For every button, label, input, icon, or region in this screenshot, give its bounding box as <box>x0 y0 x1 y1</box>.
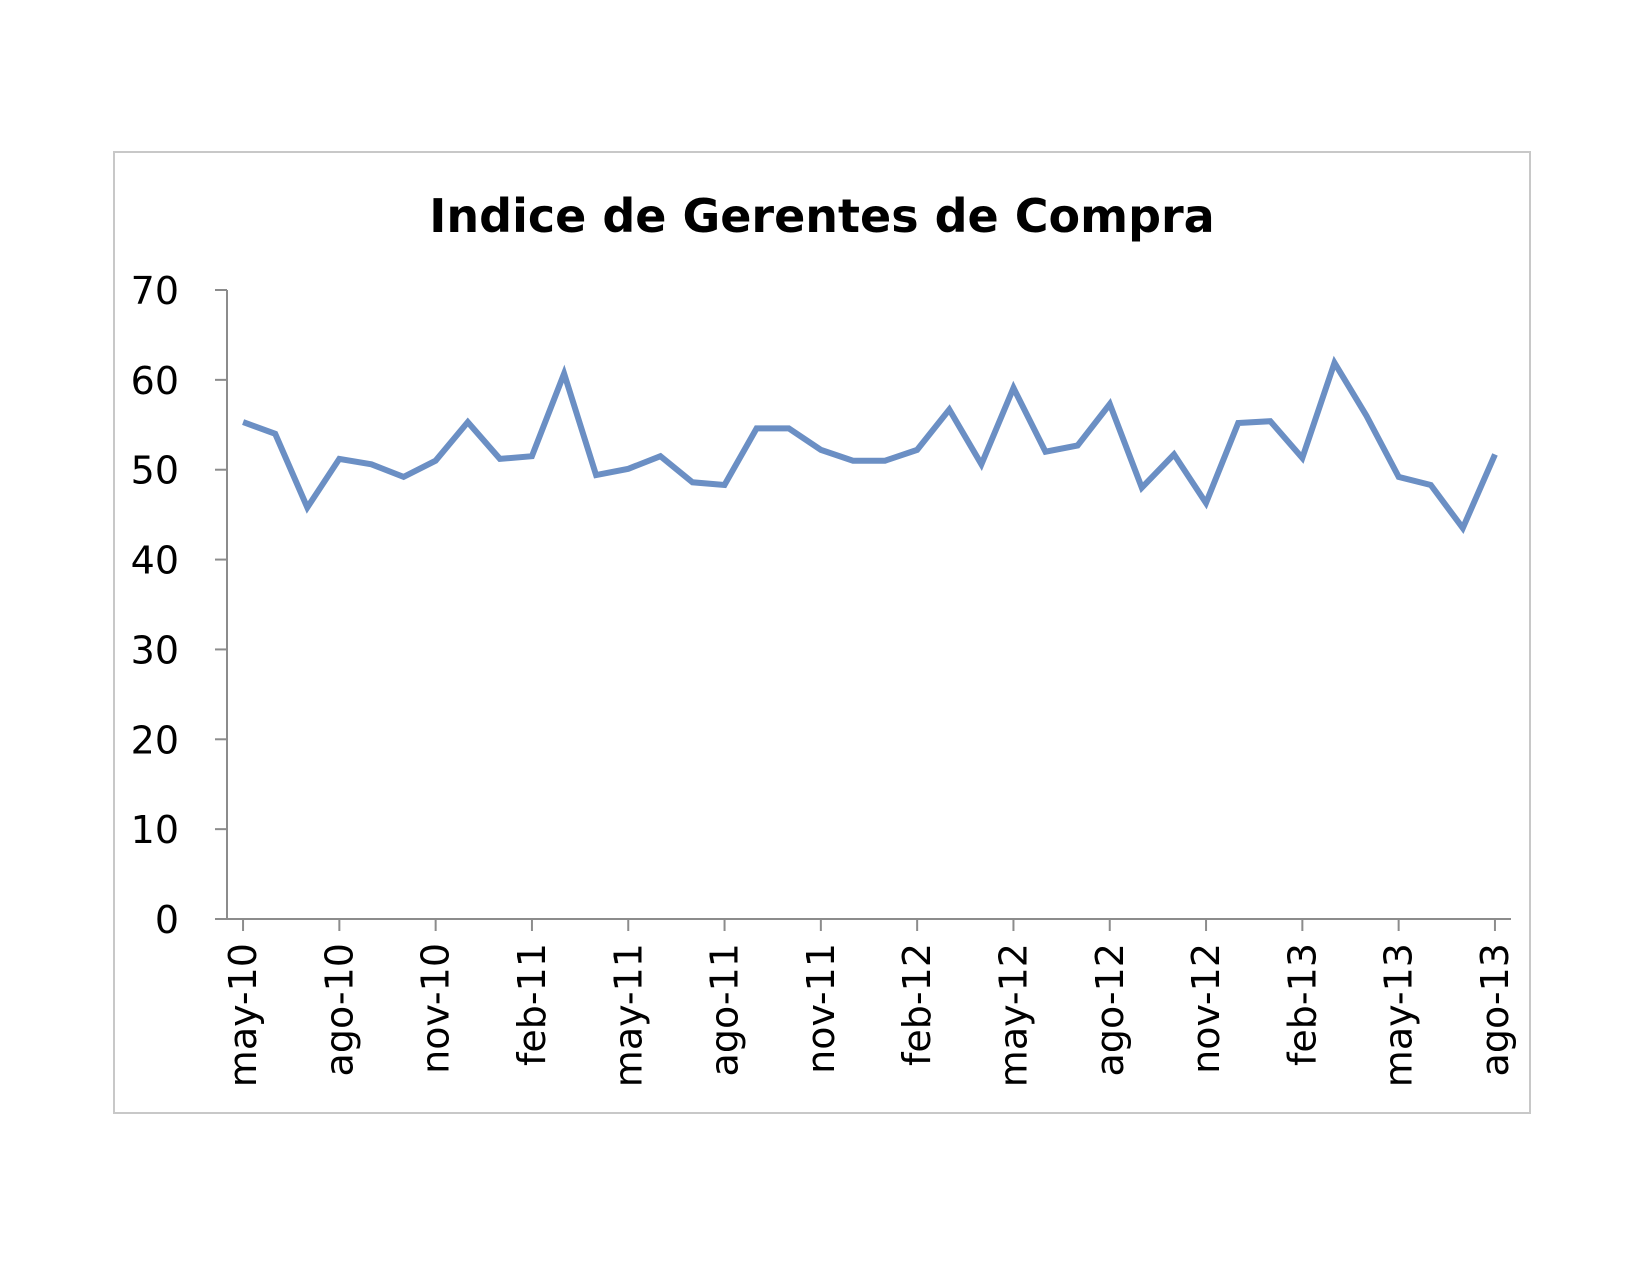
y-tick-label: 0 <box>155 898 179 942</box>
x-tick-label: ago-13 <box>1473 943 1517 1076</box>
x-tick-label: nov-12 <box>1184 943 1228 1074</box>
line-chart: Indice de Gerentes de Compra 0 10 20 30 40 50… <box>131 189 1517 1087</box>
y-tick-label: 40 <box>131 539 179 583</box>
x-tick-label: ago-10 <box>317 943 361 1076</box>
x-tick-label: may-13 <box>1377 943 1421 1087</box>
x-axis-ticks: may-10 ago-10 nov-10 feb-11 may-11 ago-11 nov-… <box>221 919 1517 1087</box>
series-group <box>242 355 1498 535</box>
x-tick-label: nov-11 <box>799 943 843 1074</box>
y-tick-label: 50 <box>131 449 179 493</box>
y-tick-label: 20 <box>131 718 179 762</box>
x-tick-label: feb-12 <box>895 943 939 1066</box>
x-tick-label: feb-11 <box>510 943 554 1066</box>
x-tick-label: may-11 <box>606 943 650 1087</box>
x-tick-label: ago-12 <box>1088 943 1132 1076</box>
axes <box>226 290 1511 920</box>
x-tick-label: nov-10 <box>414 943 458 1074</box>
y-tick-label: 60 <box>131 359 179 403</box>
chart-title: Indice de Gerentes de Compra <box>429 189 1214 243</box>
series-line <box>242 355 1498 535</box>
y-tick-label: 10 <box>131 808 179 852</box>
chart-frame: Indice de Gerentes de Compra 0 10 20 30 40 50… <box>113 151 1531 1114</box>
y-tick-label: 70 <box>131 269 179 313</box>
x-tick-label: feb-13 <box>1280 943 1324 1066</box>
y-axis-ticks: 0 10 20 30 40 50 60 70 <box>131 269 227 942</box>
x-tick-label: may-10 <box>221 943 265 1087</box>
y-tick-label: 30 <box>131 628 179 672</box>
x-tick-label: may-12 <box>991 943 1035 1087</box>
x-tick-label: ago-11 <box>703 943 747 1076</box>
